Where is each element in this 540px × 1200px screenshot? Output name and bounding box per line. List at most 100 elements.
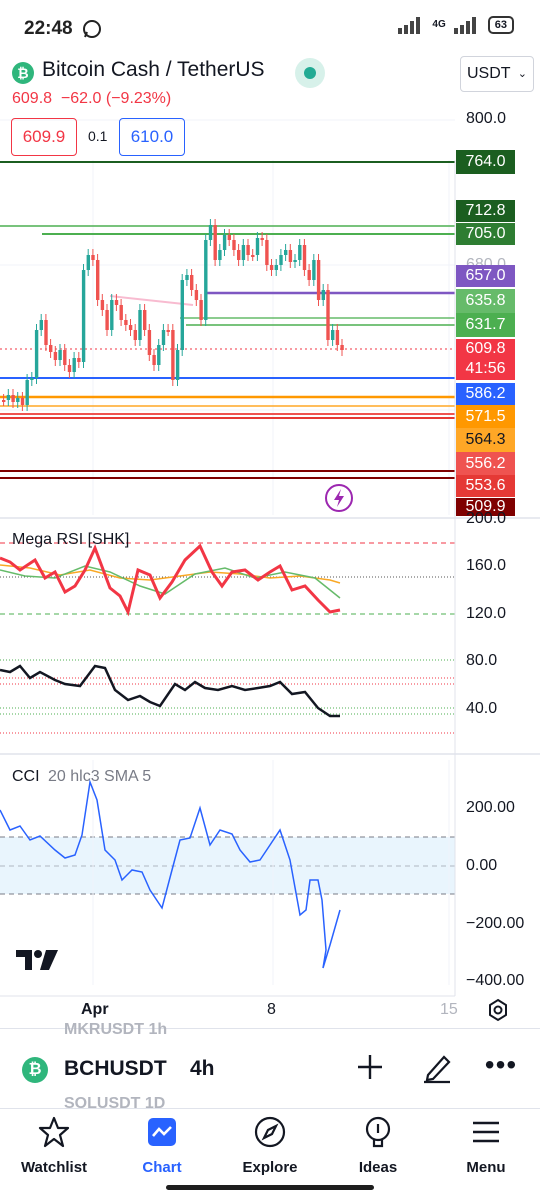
cci-title[interactable]: CCI 20 hlc3 SMA 5 <box>12 768 151 786</box>
candle-body <box>67 365 72 372</box>
rsi-title[interactable]: Mega RSI [SHK] <box>12 531 130 548</box>
settings-gear-icon[interactable] <box>486 998 510 1022</box>
candle-body <box>274 265 278 270</box>
tradingview-logo[interactable] <box>16 948 60 972</box>
candle-body <box>175 350 180 380</box>
price-tick: 800.0 <box>466 110 507 127</box>
candle-body <box>284 250 288 255</box>
price-level-label: 657.0 <box>456 265 515 287</box>
more-options-icon[interactable]: ••• <box>484 1049 518 1080</box>
rsi-tick: 120.0 <box>466 605 507 622</box>
lightning-icon[interactable] <box>325 484 353 512</box>
time-label: 8 <box>267 1001 276 1018</box>
tab-explore[interactable]: Explore <box>220 1115 320 1185</box>
candle-body <box>16 398 20 402</box>
chart-canvas[interactable] <box>0 0 540 1028</box>
candle-body <box>246 245 250 255</box>
price-level-label: 41:56 <box>456 358 515 380</box>
price-level-label: 764.0 <box>456 150 515 174</box>
tab-ideas[interactable]: Ideas <box>328 1115 428 1185</box>
candle-body <box>81 270 86 362</box>
candle-body <box>222 235 227 250</box>
candle-body <box>194 290 199 300</box>
price-candles <box>2 219 344 411</box>
interval-button[interactable]: 4h <box>190 1057 215 1080</box>
cci-tick: −400.00 <box>466 972 525 989</box>
currency-value: USDT <box>467 65 511 82</box>
candle-body <box>237 250 241 260</box>
compass-icon <box>254 1116 286 1148</box>
candle-body <box>86 255 90 270</box>
candle-body <box>251 255 255 257</box>
chevron-down-icon: ⌄ <box>517 68 527 80</box>
time-label: 15 <box>440 1001 458 1018</box>
candle-body <box>157 345 161 365</box>
tab-chart[interactable]: Chart <box>112 1115 212 1185</box>
tab-watchlist[interactable]: Watchlist <box>4 1115 104 1185</box>
cci-pane <box>0 760 455 985</box>
cci-params: 20 hlc3 SMA 5 <box>48 768 152 785</box>
candle-body <box>208 225 213 240</box>
candle-body <box>49 345 53 352</box>
level-lines <box>0 161 455 479</box>
rsi-tick: 40.0 <box>466 700 498 717</box>
candle-body <box>298 245 302 260</box>
candle-body <box>91 255 95 260</box>
candle-body <box>335 330 340 345</box>
candle-body <box>58 350 62 360</box>
candle-body <box>25 380 29 405</box>
currency-select[interactable]: USDT ⌄ <box>460 56 534 92</box>
add-icon[interactable] <box>354 1051 386 1083</box>
candle-body <box>331 330 335 340</box>
market-open-indicator[interactable] <box>295 58 325 88</box>
candle-body <box>171 330 175 380</box>
candle-body <box>63 350 67 365</box>
candle-body <box>138 310 142 340</box>
candle-body <box>147 330 152 355</box>
sell-button[interactable]: 609.9 <box>11 118 77 156</box>
candle-body <box>293 260 297 262</box>
candle-body <box>204 240 208 320</box>
drawing-pen-icon[interactable] <box>420 1051 454 1085</box>
candle-body <box>100 300 105 310</box>
candle-body <box>2 400 6 402</box>
bottom-tab-bar: Watchlist Chart Explore Ideas Menu <box>0 1108 540 1200</box>
candle-body <box>124 320 128 325</box>
price-level-label: 571.5 <box>456 405 515 429</box>
cci-tick: 200.00 <box>466 799 515 816</box>
candle-body <box>53 352 58 360</box>
spread-value: 0.1 <box>88 128 108 144</box>
home-indicator[interactable] <box>166 1185 374 1190</box>
candle-body <box>44 320 48 345</box>
candle-body <box>316 260 321 300</box>
candle-body <box>321 290 325 300</box>
signal-icon <box>398 17 421 34</box>
tab-menu[interactable]: Menu <box>436 1115 536 1185</box>
main-grid <box>0 119 455 515</box>
signal-icon-2 <box>453 17 476 34</box>
ghost-symbol-below[interactable]: SOLUSDT 1D <box>64 1095 166 1109</box>
symbol-title[interactable]: Bitcoin Cash / TetherUS <box>42 58 265 81</box>
candle-body <box>6 395 11 400</box>
candle-body <box>218 250 222 260</box>
candle-body <box>213 225 217 260</box>
time-label: Apr <box>81 1001 109 1018</box>
candle-body <box>279 255 283 265</box>
candle-body <box>185 275 189 280</box>
price-level-label: 631.7 <box>456 313 515 337</box>
ghost-symbol-above[interactable]: MKRUSDT 1h <box>64 1021 168 1035</box>
last-price: 609.8 <box>12 90 53 107</box>
price-level-label: 586.2 <box>456 383 515 405</box>
svg-text:₿: ₿ <box>17 66 28 82</box>
candle-body <box>128 325 133 330</box>
price-level-label: 635.8 <box>456 289 515 313</box>
candle-body <box>96 260 100 300</box>
candle-body <box>143 310 147 330</box>
buy-button[interactable]: 610.0 <box>119 118 185 156</box>
candle-body <box>255 238 260 255</box>
candle-body <box>265 240 269 265</box>
status-time: 22:48 <box>24 18 73 39</box>
symbol-name[interactable]: BCHUSDT <box>64 1057 167 1080</box>
candle-body <box>114 300 119 305</box>
candle-body <box>133 330 137 340</box>
